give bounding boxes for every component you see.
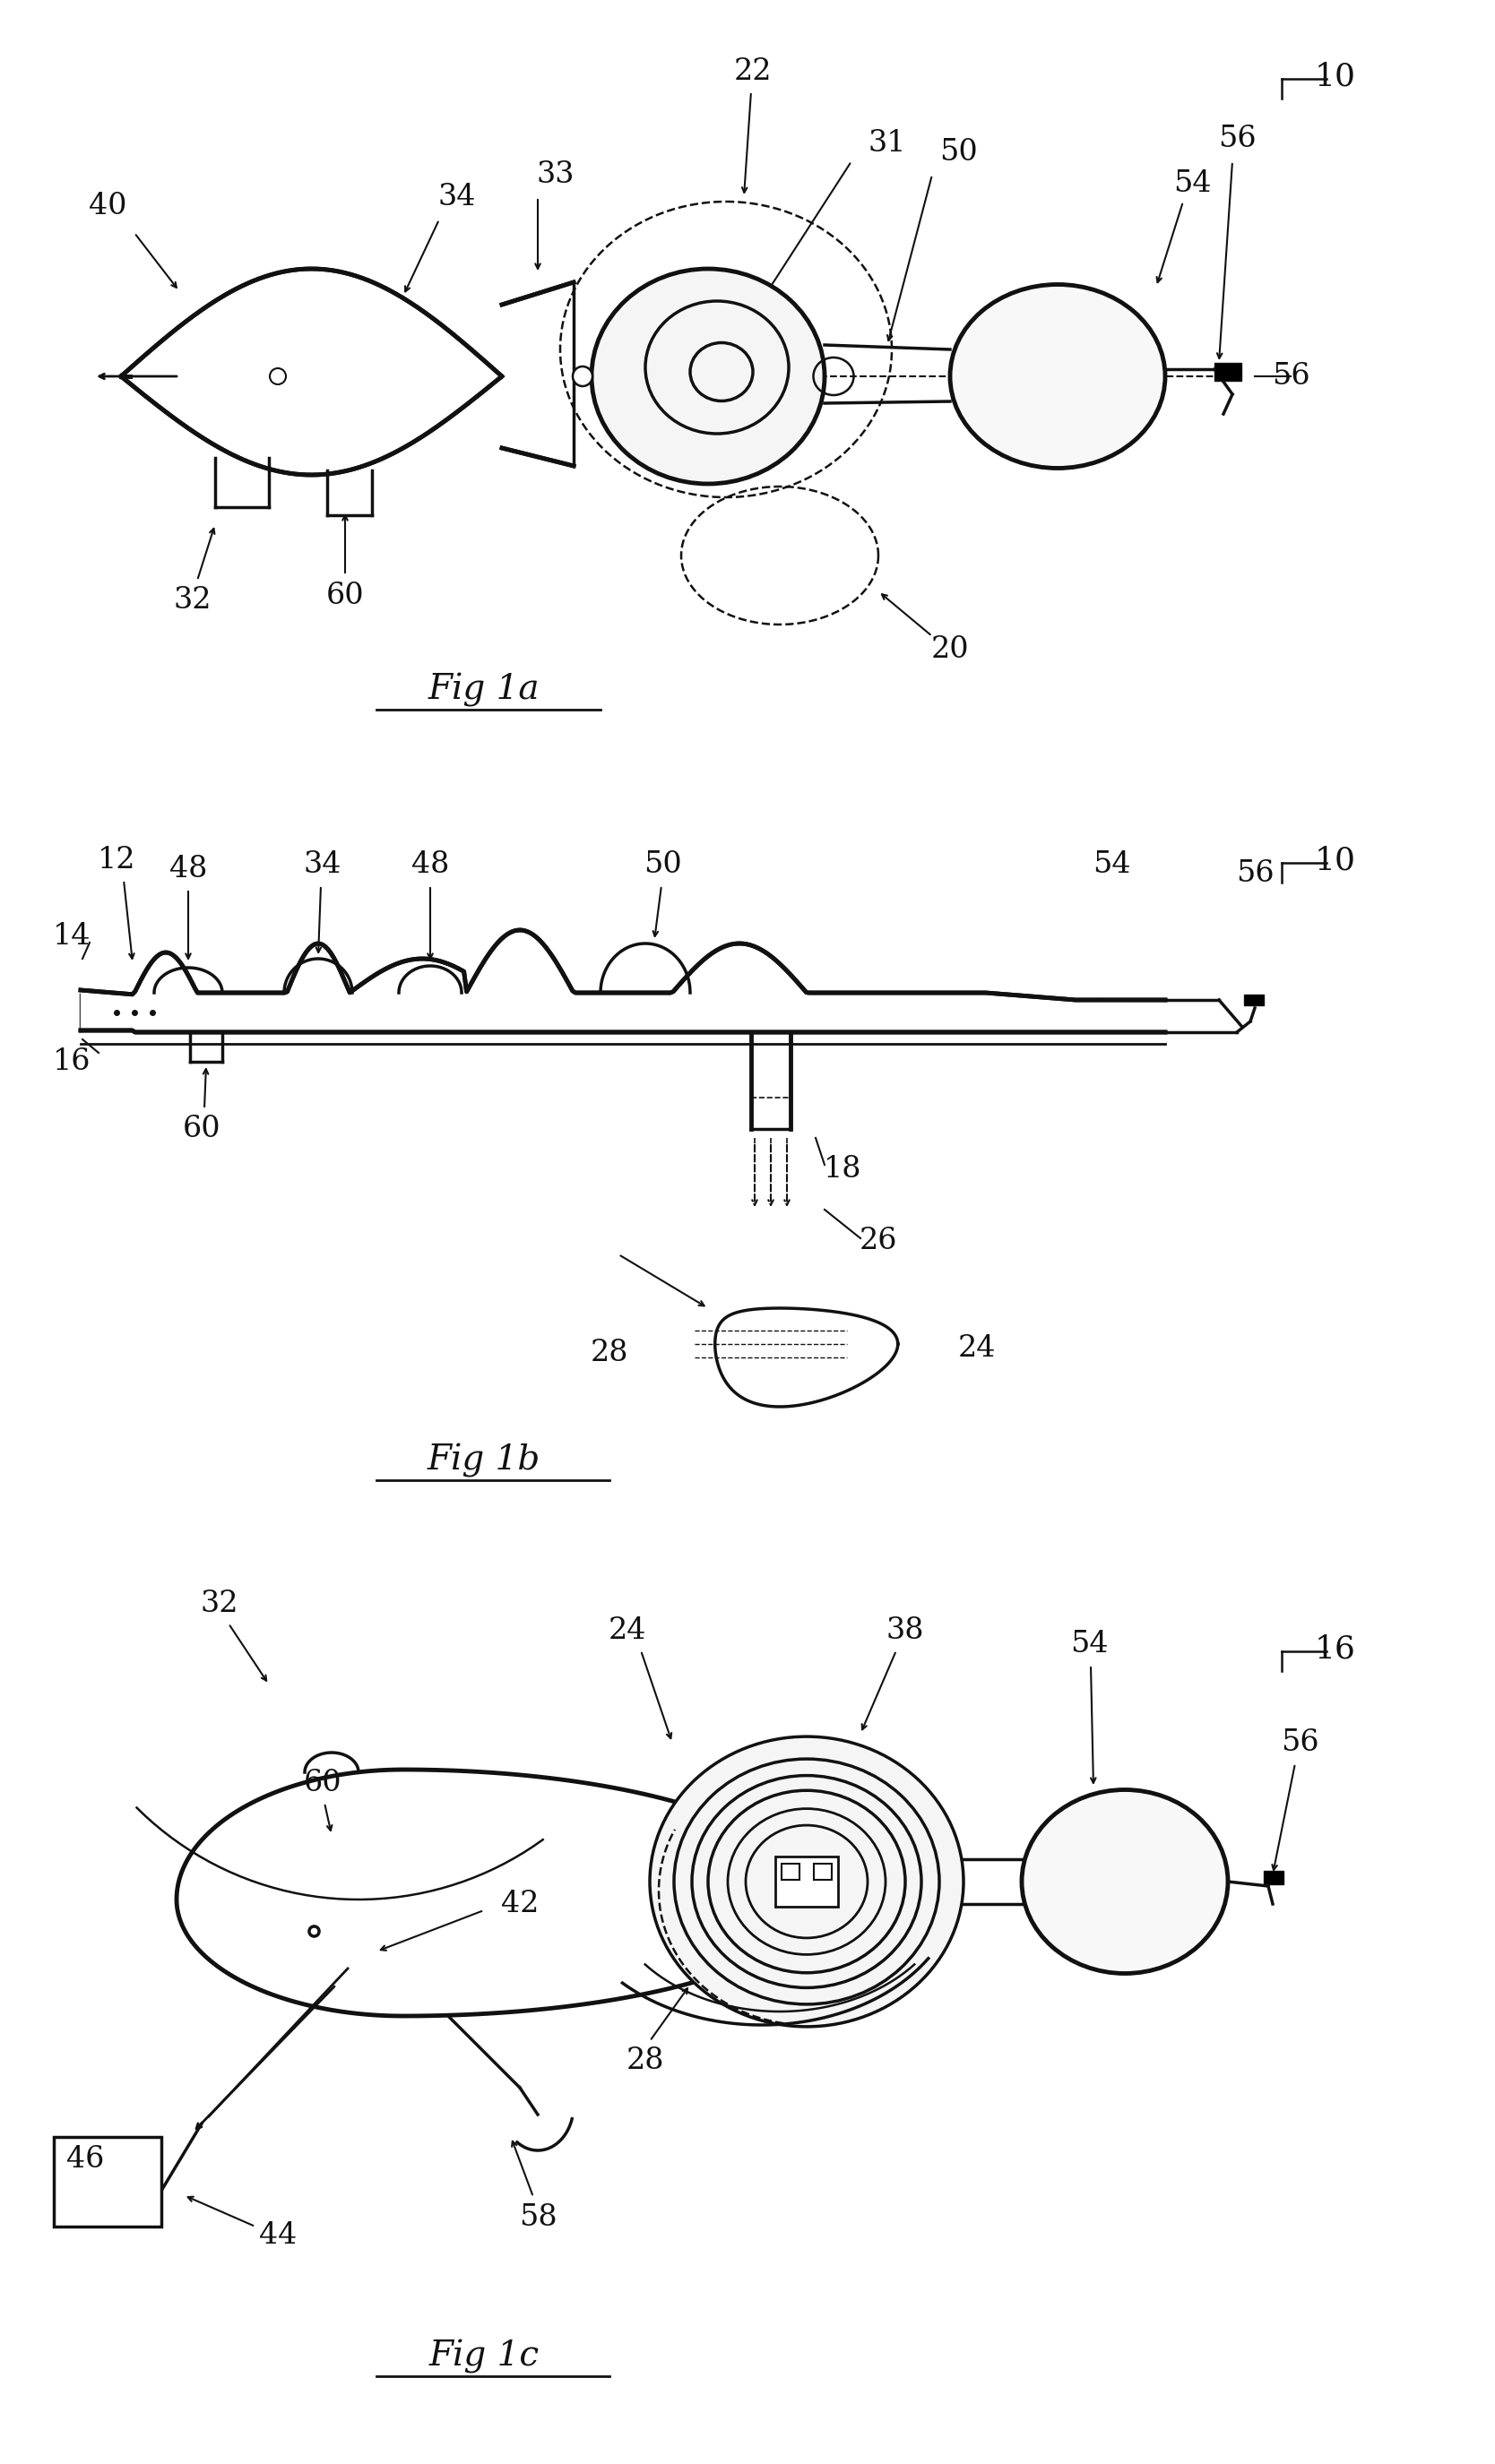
Text: 60: 60	[326, 582, 365, 611]
Text: 33: 33	[537, 160, 574, 190]
Ellipse shape	[650, 1737, 963, 2025]
Text: 44: 44	[259, 2220, 298, 2250]
Bar	[1244, 995, 1263, 1005]
Text: 56: 56	[1281, 1727, 1319, 1757]
Text: 34: 34	[438, 182, 475, 212]
Bar	[813, 1863, 831, 1880]
Text: 56: 56	[1272, 362, 1310, 392]
Text: 24: 24	[958, 1333, 996, 1363]
Ellipse shape	[269, 367, 286, 384]
Text: 60: 60	[303, 1769, 342, 1796]
Text: 31: 31	[869, 128, 906, 158]
Text: 22: 22	[734, 57, 771, 86]
Text: 54: 54	[1093, 850, 1130, 880]
Text: 34: 34	[303, 850, 342, 880]
Text: 40: 40	[88, 192, 127, 219]
Text: 54: 54	[1174, 170, 1211, 197]
Bar	[1214, 362, 1241, 382]
Bar	[1263, 1870, 1284, 1885]
Text: 26: 26	[860, 1227, 897, 1254]
Text: 60: 60	[182, 1114, 221, 1143]
Text: 16: 16	[52, 1047, 91, 1077]
Text: 42: 42	[501, 1890, 538, 1919]
Ellipse shape	[592, 269, 825, 483]
Polygon shape	[176, 1769, 816, 2016]
Text: 24: 24	[608, 1616, 646, 1646]
Text: 20: 20	[931, 636, 969, 663]
Bar	[782, 1863, 800, 1880]
Text: 56: 56	[1218, 126, 1256, 153]
Polygon shape	[121, 269, 502, 476]
Text: 38: 38	[887, 1616, 924, 1646]
Text: 48: 48	[169, 855, 208, 885]
Text: 28: 28	[591, 1338, 628, 1368]
Text: Fig 1b: Fig 1b	[428, 1444, 541, 1478]
Text: 50: 50	[940, 138, 978, 168]
Text: 14: 14	[52, 922, 91, 951]
Text: 16: 16	[1316, 1634, 1356, 1663]
Text: 12: 12	[97, 845, 136, 875]
Bar	[776, 1855, 839, 1907]
Ellipse shape	[573, 367, 592, 387]
Ellipse shape	[949, 283, 1165, 468]
Text: Fig 1c: Fig 1c	[429, 2338, 540, 2373]
Bar	[54, 2136, 161, 2227]
Text: 10: 10	[1314, 62, 1356, 91]
Text: Fig 1a: Fig 1a	[428, 673, 540, 707]
Text: 28: 28	[626, 2048, 664, 2075]
Ellipse shape	[1021, 1789, 1227, 1974]
Text: 10: 10	[1314, 845, 1356, 875]
Text: 48: 48	[411, 850, 448, 880]
Text: 50: 50	[644, 850, 682, 880]
Text: 54: 54	[1070, 1629, 1108, 1658]
Text: 46: 46	[66, 2146, 105, 2173]
Text: 32: 32	[200, 1589, 239, 1619]
Text: 32: 32	[173, 586, 212, 614]
Text: 56: 56	[1236, 860, 1274, 887]
Text: 18: 18	[824, 1156, 861, 1183]
Text: 58: 58	[519, 2203, 556, 2232]
